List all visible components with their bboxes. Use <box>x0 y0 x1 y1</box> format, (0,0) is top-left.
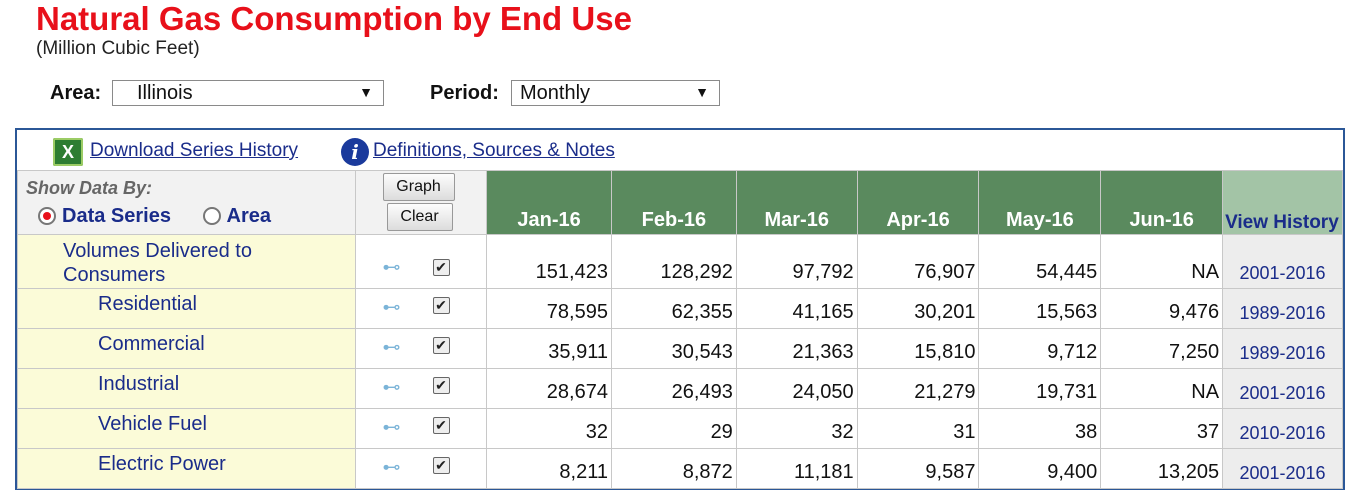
show-data-by-cell: Show Data By: Data Series Area <box>17 170 356 235</box>
series-checkbox[interactable]: ✔ <box>432 259 450 276</box>
row-label: Volumes Delivered to Consumers <box>17 234 356 289</box>
value-cell: 32 <box>735 408 858 449</box>
key-icon[interactable]: ⊷ <box>382 377 401 397</box>
units-subtitle: (Million Cubic Feet) <box>36 38 200 59</box>
value-cell: 29 <box>610 408 737 449</box>
column-header-feb-16: Feb-16 <box>610 170 737 235</box>
data-table: Show Data By: Data Series Area Graph Cle… <box>17 170 1343 489</box>
value-cell: 76,907 <box>856 234 980 289</box>
dropdown-arrow-icon: ▼ <box>359 84 373 100</box>
history-link[interactable]: 2001-2016 <box>1222 234 1343 289</box>
table-row: Electric Power ⊷ ✔ 8,211 8,872 11,181 9,5… <box>17 448 1343 489</box>
value-cell: 9,476 <box>1100 288 1224 329</box>
row-label: Residential <box>17 288 356 329</box>
show-data-by-label: Show Data By: <box>26 178 153 198</box>
row-label: Electric Power <box>17 448 356 489</box>
value-cell: 30,543 <box>610 328 737 369</box>
history-link[interactable]: 1989-2016 <box>1222 288 1343 329</box>
excel-icon[interactable]: X <box>53 138 83 166</box>
value-cell: 24,050 <box>735 368 858 409</box>
radio-area[interactable] <box>202 207 221 225</box>
key-icon[interactable]: ⊷ <box>382 457 401 477</box>
area-label: Area: <box>50 82 102 104</box>
row-label: Commercial <box>17 328 356 369</box>
value-cell: 37 <box>1100 408 1224 449</box>
download-series-history-link[interactable]: Download Series History <box>90 140 299 161</box>
value-cell: 38 <box>978 408 1102 449</box>
clear-button[interactable]: Clear <box>386 203 453 231</box>
history-link[interactable]: 2010-2016 <box>1222 408 1343 449</box>
history-link[interactable]: 2001-2016 <box>1222 448 1343 489</box>
radio-area-label[interactable]: Area <box>226 205 272 227</box>
column-header-apr-16: Apr-16 <box>856 170 980 235</box>
value-cell: 19,731 <box>978 368 1102 409</box>
column-header-jan-16: Jan-16 <box>486 170 612 235</box>
value-cell: 78,595 <box>486 288 612 329</box>
period-label: Period: <box>430 82 499 104</box>
value-cell: 26,493 <box>610 368 737 409</box>
value-cell: 35,911 <box>486 328 612 369</box>
value-cell: 54,445 <box>978 234 1102 289</box>
area-select[interactable]: Illinois ▼ <box>112 80 384 106</box>
value-cell: 7,250 <box>1100 328 1224 369</box>
value-cell: 8,211 <box>486 448 612 489</box>
column-header-may-16: May-16 <box>978 170 1102 235</box>
definitions-link[interactable]: Definitions, Sources & Notes <box>373 140 615 161</box>
key-icon[interactable]: ⊷ <box>382 417 401 437</box>
key-icon[interactable]: ⊷ <box>382 337 401 357</box>
value-cell: 28,674 <box>486 368 612 409</box>
series-checkbox[interactable]: ✔ <box>432 457 450 474</box>
table-row: Vehicle Fuel ⊷ ✔ 32 29 32 31 38 37 2010-2… <box>17 408 1343 449</box>
value-cell: 151,423 <box>486 234 612 289</box>
radio-data-series[interactable] <box>38 207 56 225</box>
value-cell: 97,792 <box>735 234 858 289</box>
panel-toolbar: X Download Series History i Definitions,… <box>17 130 1343 172</box>
radio-data-series-label[interactable]: Data Series <box>62 205 171 227</box>
value-cell: 9,712 <box>978 328 1102 369</box>
graph-clear-cell: Graph Clear <box>354 170 488 235</box>
value-cell: 31 <box>856 408 980 449</box>
dropdown-arrow-icon: ▼ <box>695 84 709 100</box>
series-checkbox[interactable]: ✔ <box>432 297 450 314</box>
column-header-jun-16: Jun-16 <box>1100 170 1224 235</box>
table-row: Commercial ⊷ ✔ 35,911 30,543 21,363 15,81… <box>17 328 1343 369</box>
history-link[interactable]: 1989-2016 <box>1222 328 1343 369</box>
key-icon[interactable]: ⊷ <box>382 257 401 277</box>
value-cell: NA <box>1100 234 1224 289</box>
value-cell: 128,292 <box>610 234 737 289</box>
value-cell: 32 <box>486 408 612 449</box>
table-row: Volumes Delivered to Consumers ⊷ ✔ 151,42… <box>17 234 1343 289</box>
value-cell: 9,587 <box>856 448 980 489</box>
value-cell: 21,363 <box>735 328 858 369</box>
value-cell: 15,563 <box>978 288 1102 329</box>
page-title: Natural Gas Consumption by End Use <box>36 0 632 37</box>
value-cell: 9,400 <box>978 448 1102 489</box>
value-cell: 62,355 <box>610 288 737 329</box>
table-row: Residential ⊷ ✔ 78,595 62,355 41,165 30,2… <box>17 288 1343 329</box>
series-checkbox[interactable]: ✔ <box>432 377 450 394</box>
value-cell: 11,181 <box>735 448 858 489</box>
value-cell: NA <box>1100 368 1224 409</box>
value-cell: 15,810 <box>856 328 980 369</box>
info-icon[interactable]: i <box>341 138 369 166</box>
row-label: Industrial <box>17 368 356 409</box>
value-cell: 30,201 <box>856 288 980 329</box>
graph-button[interactable]: Graph <box>382 173 455 201</box>
table-row: Industrial ⊷ ✔ 28,674 26,493 24,050 21,27… <box>17 368 1343 409</box>
value-cell: 8,872 <box>610 448 737 489</box>
key-icon[interactable]: ⊷ <box>382 297 401 317</box>
column-header-mar-16: Mar-16 <box>735 170 858 235</box>
view-history-header[interactable]: View History <box>1222 170 1343 235</box>
value-cell: 13,205 <box>1100 448 1224 489</box>
area-select-value: Illinois <box>137 82 193 104</box>
value-cell: 21,279 <box>856 368 980 409</box>
history-link[interactable]: 2001-2016 <box>1222 368 1343 409</box>
period-select-value: Monthly <box>520 82 591 104</box>
series-checkbox[interactable]: ✔ <box>432 337 450 354</box>
value-cell: 41,165 <box>735 288 858 329</box>
series-checkbox[interactable]: ✔ <box>432 417 450 434</box>
data-panel: X Download Series History i Definitions,… <box>15 128 1345 490</box>
period-select[interactable]: Monthly ▼ <box>511 80 720 106</box>
row-label: Vehicle Fuel <box>17 408 356 449</box>
